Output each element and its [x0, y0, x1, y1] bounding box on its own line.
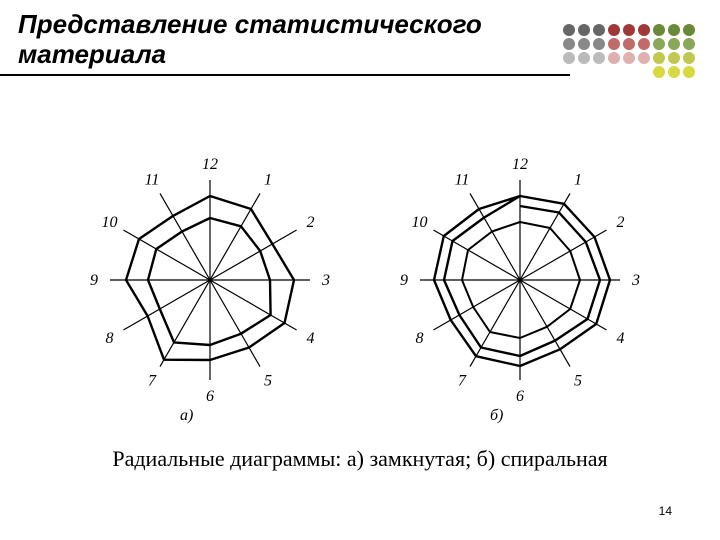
svg-text:3: 3	[321, 272, 330, 289]
svg-text:9: 9	[400, 272, 408, 289]
svg-text:1: 1	[264, 172, 272, 189]
svg-text:5: 5	[264, 372, 272, 389]
svg-text:б): б)	[490, 407, 503, 424]
svg-text:2: 2	[306, 214, 314, 231]
svg-text:10: 10	[102, 214, 118, 231]
svg-text:12: 12	[202, 156, 218, 173]
svg-text:6: 6	[206, 388, 214, 405]
radial-diagrams-figure: 121234567891011а)121234567891011б)	[50, 130, 670, 440]
svg-text:а): а)	[180, 407, 193, 424]
svg-text:10: 10	[412, 214, 428, 231]
svg-text:8: 8	[416, 330, 424, 347]
svg-text:4: 4	[616, 330, 624, 347]
svg-text:6: 6	[516, 388, 524, 405]
page-number: 14	[659, 504, 672, 518]
svg-text:12: 12	[512, 156, 528, 173]
figure-caption: Радиальные диаграммы: а) замкнутая; б) с…	[0, 446, 720, 472]
svg-text:2: 2	[616, 214, 624, 231]
svg-text:9: 9	[90, 272, 98, 289]
svg-text:8: 8	[106, 330, 114, 347]
corner-dots-decoration	[563, 24, 698, 80]
title-line-2: материала	[18, 39, 166, 69]
svg-text:5: 5	[574, 372, 582, 389]
svg-text:11: 11	[455, 172, 470, 189]
title-line-1: Представление статистического	[18, 9, 482, 39]
svg-text:4: 4	[306, 330, 314, 347]
svg-text:7: 7	[458, 372, 467, 389]
svg-text:3: 3	[631, 272, 640, 289]
slide-title: Представление статистического материала	[18, 10, 482, 70]
svg-text:11: 11	[145, 172, 160, 189]
svg-text:7: 7	[148, 372, 157, 389]
svg-text:1: 1	[574, 172, 582, 189]
title-underline	[0, 74, 570, 76]
